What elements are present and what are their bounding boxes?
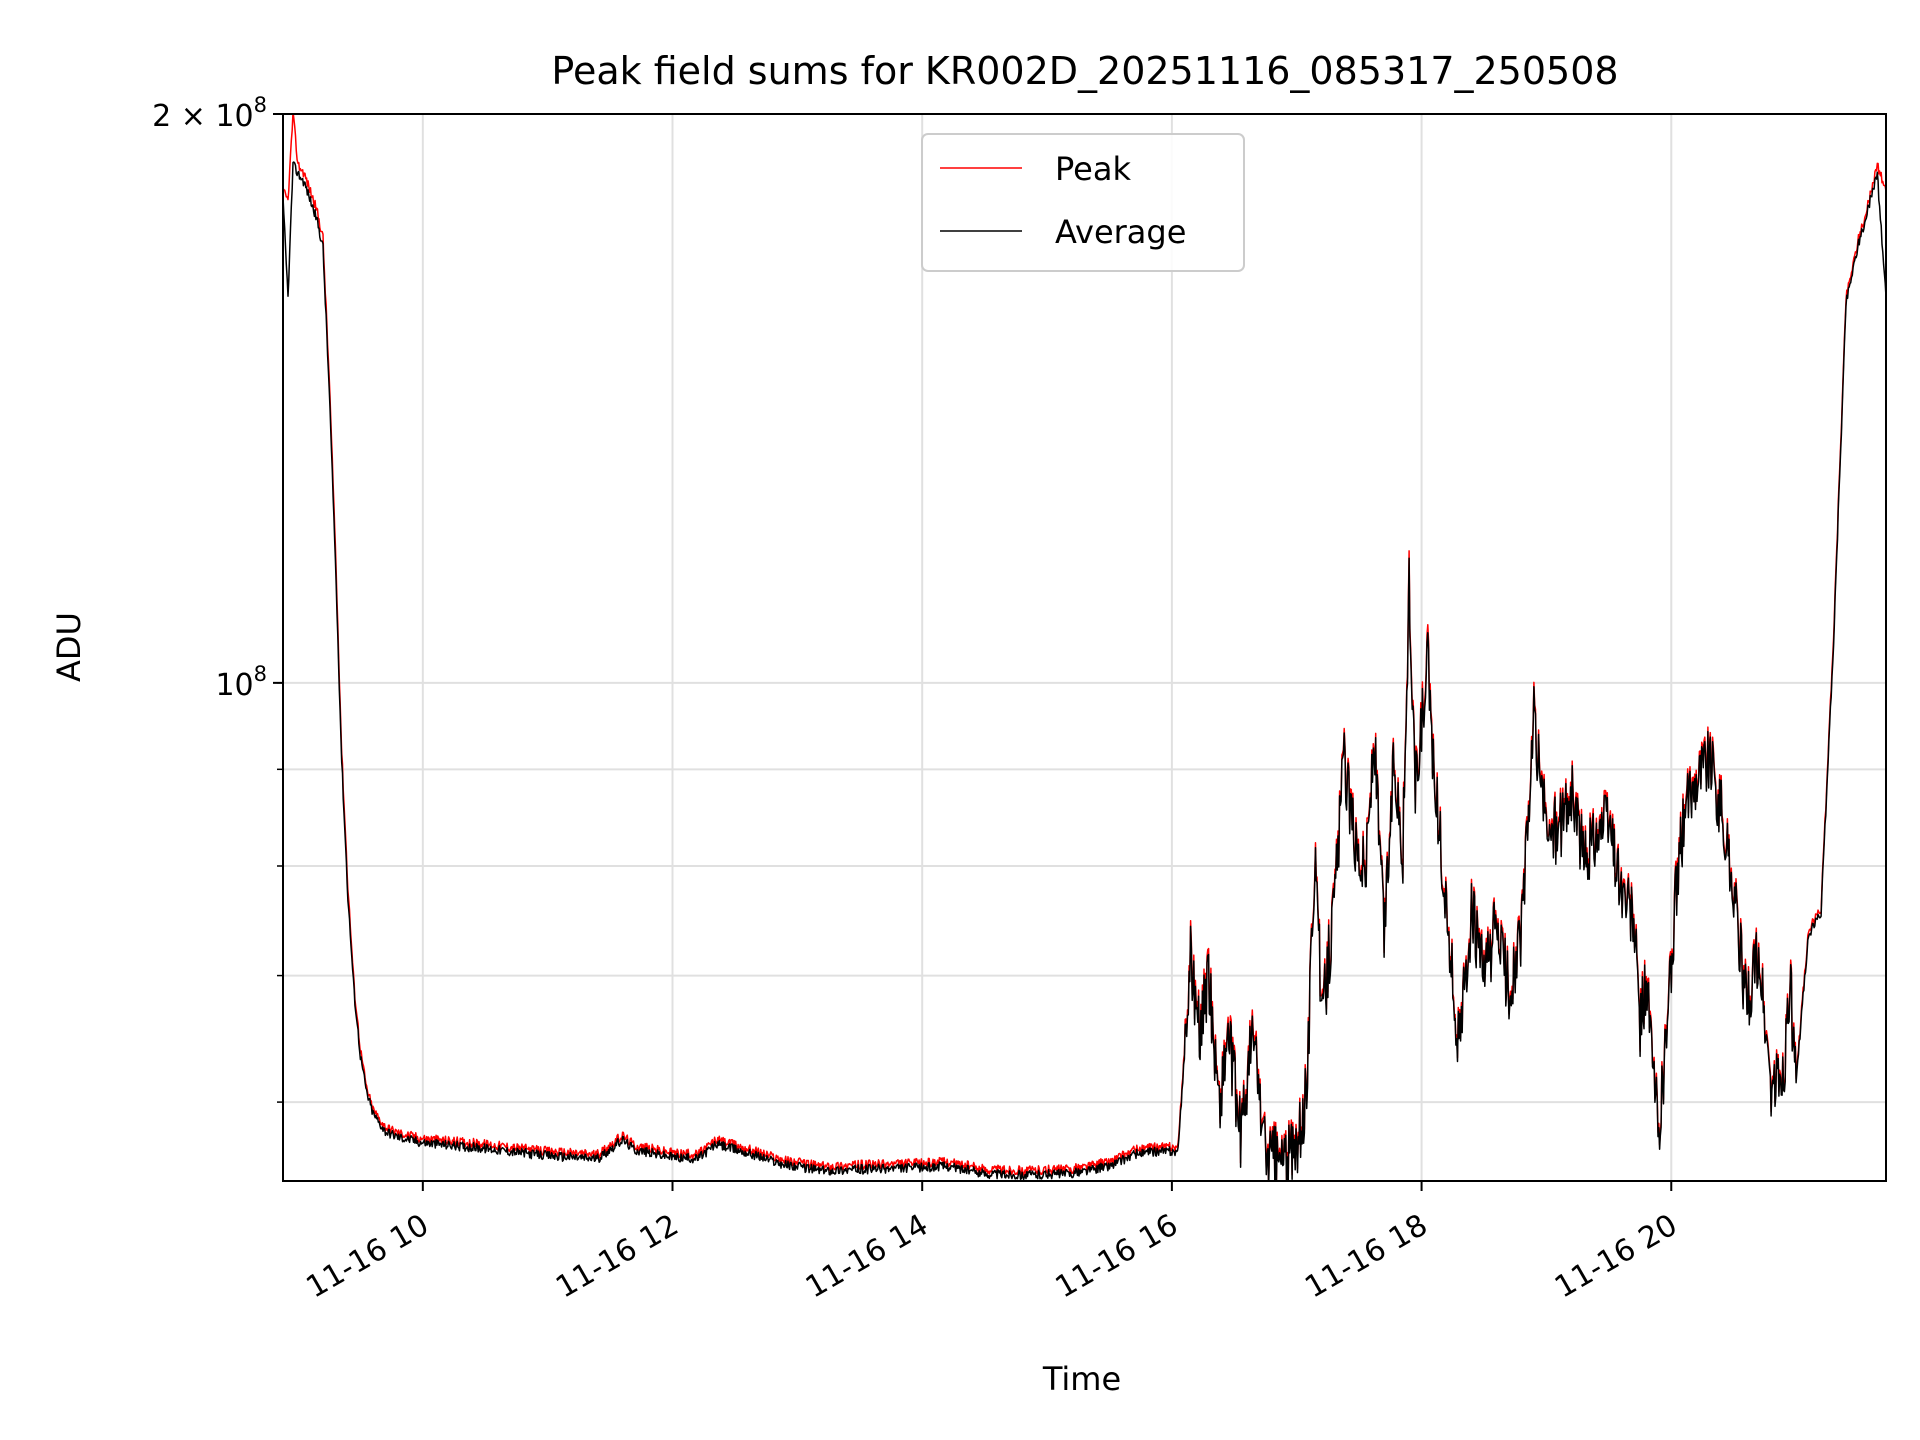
grid xyxy=(283,113,1886,1181)
y-axis: 108 2 × 108 xyxy=(152,93,283,1103)
series-line-average xyxy=(283,161,1886,1181)
legend: Peak Average xyxy=(921,133,1245,272)
x-axis-label: Time xyxy=(1042,1360,1121,1398)
legend-label-peak: Peak xyxy=(1055,150,1131,188)
plot-lines xyxy=(283,114,1886,1181)
y-axis-label: ADU xyxy=(50,612,88,682)
plot-frame xyxy=(282,113,1887,1182)
legend-label-average: Average xyxy=(1055,213,1186,251)
chart-title: Peak field sums for KR002D_20251116_0853… xyxy=(551,49,1618,93)
y-tick-label-1: 2 × 108 xyxy=(152,93,267,134)
y-tick-label-0: 108 xyxy=(215,662,267,703)
